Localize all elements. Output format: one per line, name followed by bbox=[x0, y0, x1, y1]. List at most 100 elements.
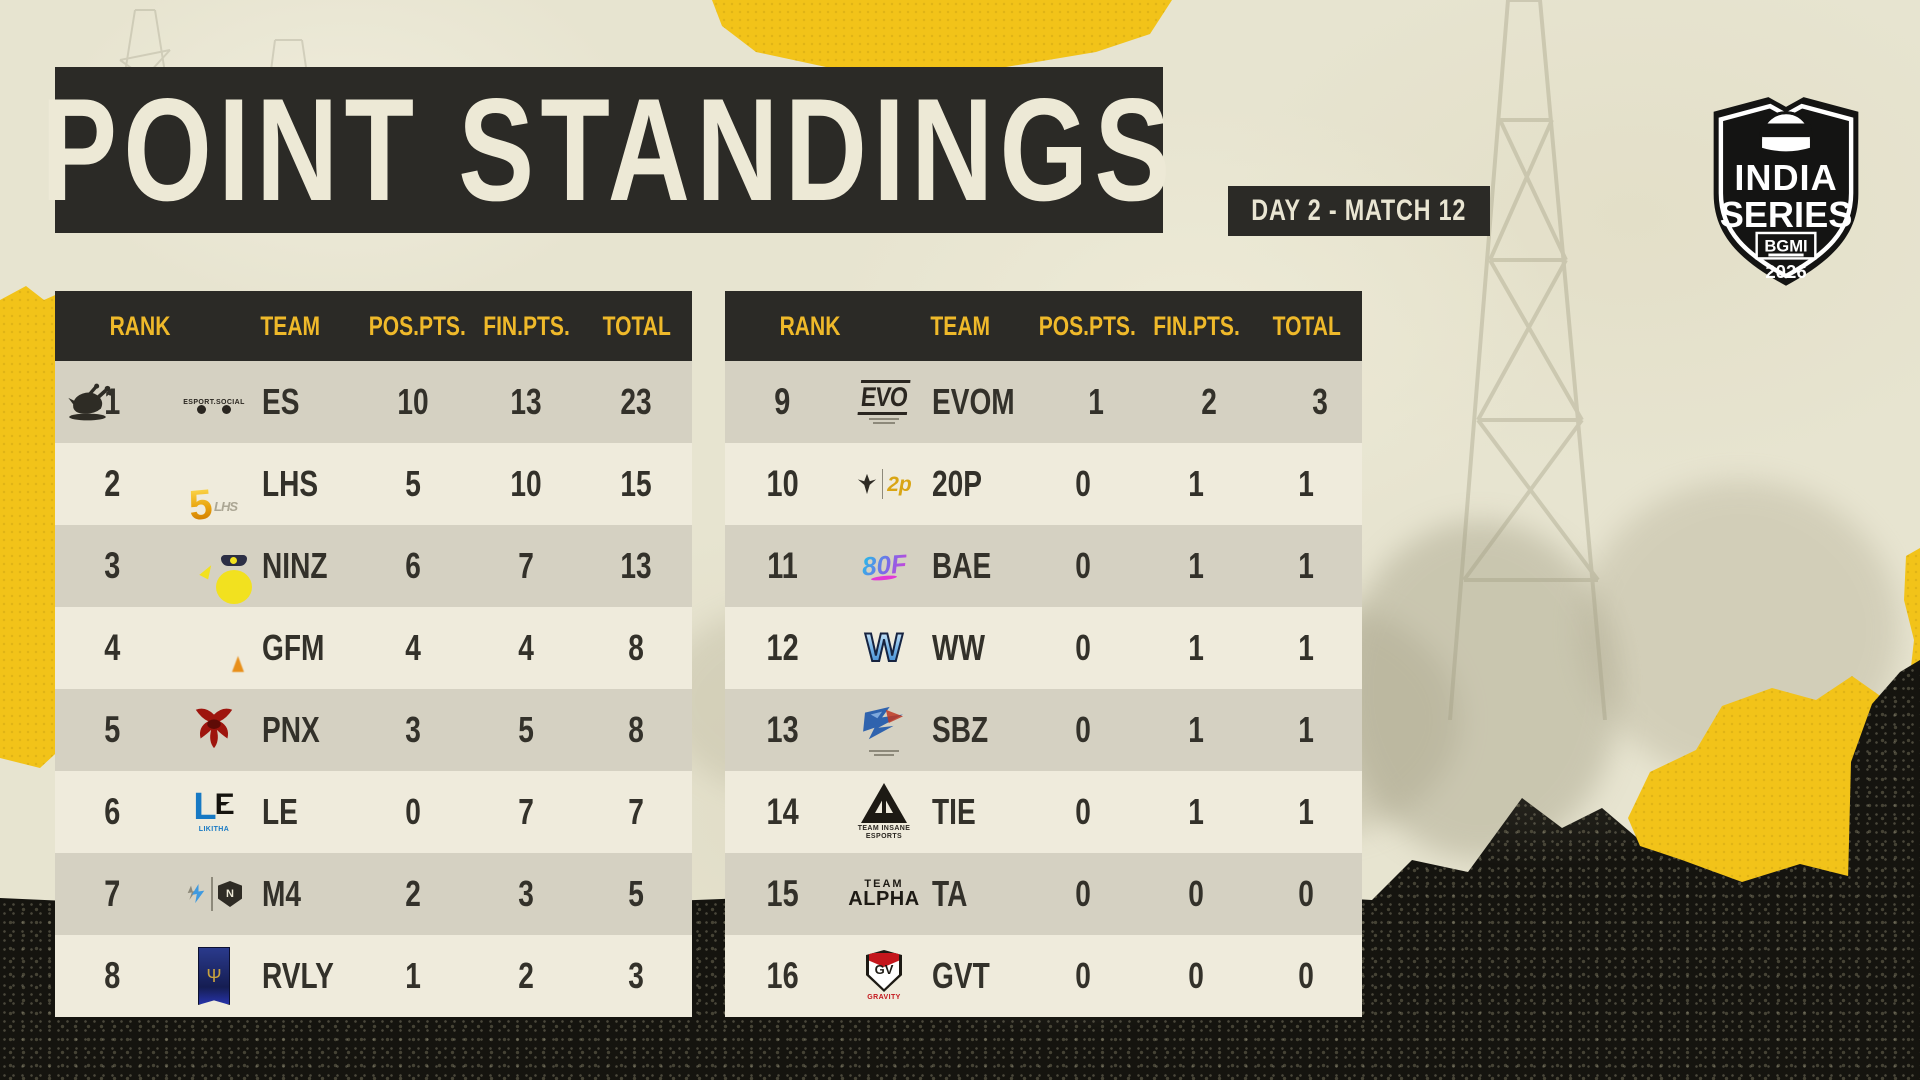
table-header: RANK TEAM POS.PTS. FIN.PTS. TOTAL bbox=[725, 291, 1362, 361]
pos-pts-value: 6 bbox=[405, 545, 421, 586]
table-row: 15 TEAM ALPHA TA 0 0 0 bbox=[725, 853, 1362, 935]
pos-pts-value: 2 bbox=[405, 873, 421, 914]
rank-cell: 5 bbox=[55, 709, 170, 751]
fin-pts-value: 1 bbox=[1188, 709, 1204, 750]
rank-cell: 3 bbox=[55, 545, 170, 587]
table-row: 9 EVO EVOM 1 2 3 bbox=[725, 361, 1362, 443]
team-tag: ES bbox=[262, 381, 300, 422]
rank-cell: 10 bbox=[725, 463, 840, 505]
total-value: 1 bbox=[1298, 709, 1315, 750]
rank-value: 13 bbox=[766, 709, 799, 750]
team-logo-cell: TEAM ALPHA bbox=[840, 878, 928, 910]
table-row: 2 LHS 5 LHS 5 10 15 bbox=[55, 443, 692, 529]
total-value: 3 bbox=[1311, 381, 1328, 422]
20p-logo-icon: 2p bbox=[856, 469, 912, 499]
team-tag: LHS bbox=[262, 463, 319, 504]
logo-caption-illegible bbox=[869, 749, 899, 756]
sbz-logo-icon bbox=[861, 705, 907, 747]
logo-line2: SERIES bbox=[1720, 194, 1853, 235]
team-tag: WW bbox=[932, 627, 986, 668]
team-logo-cell: 2p bbox=[840, 469, 928, 499]
pos-pts-value: 3 bbox=[405, 709, 421, 750]
match-badge: DAY 2 - MATCH 12 bbox=[1228, 186, 1490, 236]
tie-logo-icon bbox=[861, 782, 907, 823]
rank-value: 8 bbox=[104, 955, 121, 996]
column-fin-pts: FIN.PTS. bbox=[1153, 310, 1240, 341]
fin-pts-value: 1 bbox=[1188, 627, 1204, 668]
team-tag: BAE bbox=[932, 545, 992, 586]
column-team: TEAM bbox=[930, 310, 990, 341]
rank-value: 9 bbox=[774, 381, 791, 422]
team-tag: 20P bbox=[932, 463, 982, 504]
total-value: 3 bbox=[628, 955, 645, 996]
pos-pts-value: 5 bbox=[405, 463, 421, 504]
fin-pts-value: 1 bbox=[1188, 791, 1204, 832]
match-badge-label: DAY 2 - MATCH 12 bbox=[1251, 194, 1467, 227]
rank-cell: 9 bbox=[725, 381, 840, 423]
total-value: 1 bbox=[1298, 545, 1315, 586]
rank-cell: 13 bbox=[725, 709, 840, 751]
table-row: 6 L E LIKITHA LE 0 7 7 bbox=[55, 771, 692, 853]
total-value: 23 bbox=[620, 381, 653, 422]
table-row: 14 TEAM INSANE ESPORTS TIE 0 1 1 bbox=[725, 771, 1362, 853]
total-value: 15 bbox=[620, 463, 653, 504]
team-tag: GFM bbox=[262, 627, 325, 668]
fin-pts-value: 0 bbox=[1188, 873, 1204, 914]
rank-value: 6 bbox=[104, 791, 121, 832]
rank-value: 5 bbox=[104, 709, 121, 750]
rank-value: 16 bbox=[766, 955, 799, 996]
team-logo-cell: EVO bbox=[840, 380, 928, 424]
team-tag: TIE bbox=[932, 791, 976, 832]
team-logo-cell bbox=[170, 705, 258, 755]
pos-pts-value: 1 bbox=[1088, 381, 1104, 422]
pos-pts-value: 0 bbox=[1075, 463, 1091, 504]
logo-caption: ESPORT.SOCIAL bbox=[183, 398, 245, 406]
team-logo-cell: Ψ bbox=[170, 947, 258, 1005]
team-tag: NINZ bbox=[262, 545, 328, 586]
rank-value: 7 bbox=[104, 873, 121, 914]
pos-pts-value: 0 bbox=[1075, 955, 1091, 996]
total-value: 1 bbox=[1298, 627, 1315, 668]
logo-caption: GRAVITY bbox=[867, 993, 901, 1001]
pos-pts-value: 0 bbox=[1075, 873, 1091, 914]
title-banner: POINT STANDINGS bbox=[41, 67, 1170, 233]
logo-caption: LIKITHA bbox=[198, 826, 230, 834]
team-logo-cell: N bbox=[170, 877, 258, 911]
pos-pts-value: 0 bbox=[1075, 791, 1091, 832]
pos-pts-value: 1 bbox=[405, 955, 421, 996]
table-row: 7 N M4 2 3 5 bbox=[55, 853, 692, 935]
team-tag: RVLY bbox=[262, 955, 334, 996]
rank-value: 11 bbox=[767, 545, 798, 586]
fin-pts-value: 1 bbox=[1188, 463, 1204, 504]
logo-year: 2026 bbox=[1765, 261, 1806, 282]
total-value: 1 bbox=[1298, 463, 1315, 504]
column-total: TOTAL bbox=[602, 310, 671, 341]
rank-cell: 14 bbox=[725, 791, 840, 833]
radio-tower-faded bbox=[1448, 0, 1607, 720]
table-row: 1 ESPORT.SOCIAL ES 10 13 23 bbox=[55, 361, 692, 443]
fin-pts-value: 4 bbox=[518, 627, 534, 668]
rank-value: 14 bbox=[766, 791, 799, 832]
helmet-icon bbox=[1759, 111, 1813, 155]
rank-cell: 15 bbox=[725, 873, 840, 915]
fin-pts-value: 2 bbox=[1201, 381, 1217, 422]
pos-pts-value: 4 bbox=[405, 627, 421, 668]
team-tag: TA bbox=[932, 873, 968, 914]
rvly-logo-icon: Ψ bbox=[198, 947, 230, 1005]
pos-pts-value: 0 bbox=[1075, 627, 1091, 668]
table-row: 16 GV GRAVITY GVT 0 0 0 bbox=[725, 935, 1362, 1017]
rank-value: 15 bbox=[766, 873, 799, 914]
rank-value: 10 bbox=[766, 463, 799, 504]
rank-cell: 11 bbox=[725, 545, 840, 587]
logo-line1: INDIA bbox=[1734, 157, 1837, 198]
bae-logo-icon: 80F bbox=[860, 548, 908, 582]
team-tag: SBZ bbox=[932, 709, 989, 750]
ta-logo-icon: TEAM ALPHA bbox=[848, 878, 920, 910]
team-logo-cell bbox=[840, 705, 928, 756]
total-value: 8 bbox=[628, 709, 645, 750]
table-row: 11 80F BAE 0 1 1 bbox=[725, 525, 1362, 607]
team-logo-cell: TEAM INSANE ESPORTS bbox=[840, 782, 928, 841]
team-logo-cell: W bbox=[840, 627, 928, 669]
